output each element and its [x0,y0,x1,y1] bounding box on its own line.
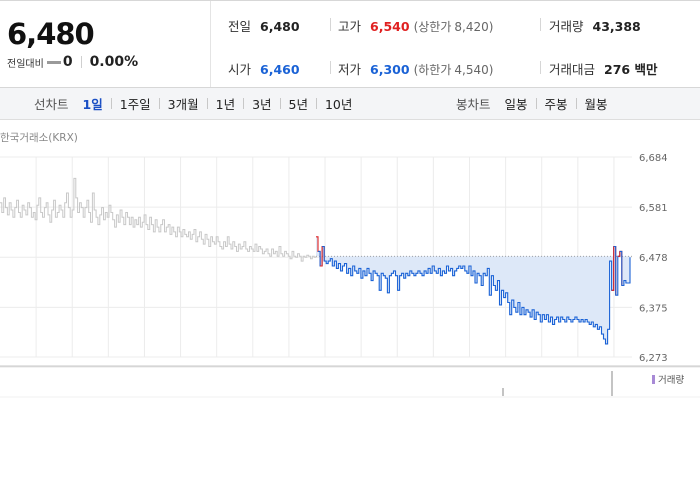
price-line-down [619,250,631,287]
volume-legend-label: 거래량 [658,375,685,386]
change-row: 전일대비 0 0.00% [7,54,138,70]
stat-label: 전일 [228,19,252,34]
tab-3y[interactable]: 3년 [252,97,272,112]
stat-label: 저가 [338,62,362,77]
previous-day-line [0,177,317,262]
stat-label: 시가 [228,62,252,77]
stat-prev-close: 전일 6,480 [228,16,300,35]
stat-low: 저가 6,300 (하한가 4,540) [338,59,493,78]
stat-volume: 거래량 43,388 [549,16,641,35]
volume-legend: 거래량 [652,372,684,386]
lower-limit-value: 4,540) [454,63,494,77]
tab-1d[interactable]: 1일 [82,97,103,112]
y-tick-label: 6,273 [639,353,668,364]
tab-1y[interactable]: 1년 [215,97,236,112]
stat-divider [540,18,541,31]
stat-value: 6,480 [260,19,300,34]
stat-open: 시가 6,460 [228,59,300,78]
change-divider [80,56,82,68]
tab-divider [206,98,208,109]
candle-chart-tabs: 봉차트 일봉 주봉 월봉 [456,88,608,119]
stat-divider [330,61,331,74]
stat-value: 6,460 [260,62,300,77]
tab-weekly[interactable]: 주봉 [544,97,568,112]
tab-divider [575,98,577,109]
chart-period-tabs: 선차트 1일 1주일 3개월 1년 3년 5년 10년 봉차트 일봉 주봉 월봉 [0,88,700,120]
tab-3m[interactable]: 3개월 [167,97,199,112]
price-lines [0,177,631,345]
y-tick-label: 6,375 [639,303,668,314]
line-chart-label: 선차트 [34,97,69,112]
y-tick-label: 6,478 [639,253,668,264]
change-label: 전일대비 [7,58,44,70]
tab-divider [110,98,112,109]
flat-change-icon [46,60,61,64]
line-chart-tabs: 선차트 1일 1주일 3개월 1년 3년 5년 10년 [34,88,352,119]
tab-monthly[interactable]: 월봉 [584,97,608,112]
tab-divider [535,98,537,109]
tab-divider [315,98,317,109]
current-price: 6,480 [7,17,95,51]
candle-chart-label: 봉차트 [456,97,491,112]
upper-limit-label: (상한가 [413,20,452,34]
tab-divider [158,98,160,109]
stat-value: 276 백만 [604,62,658,77]
y-tick-label: 6,684 [639,153,668,164]
tab-divider [279,98,281,109]
volume-legend-swatch [652,374,655,384]
change-rate: 0.00% [89,54,139,70]
below-reference-fill [316,236,630,344]
stat-divider [540,61,541,74]
stat-label: 고가 [338,19,362,34]
upper-limit-value: 8,420) [454,20,494,34]
price-line-down [322,245,615,345]
stat-label: 거래량 [549,19,584,34]
stat-divider [330,18,331,31]
stat-value: 6,300 [370,62,410,77]
stat-value: 43,388 [592,19,641,34]
exchange-label: 한국거래소(KRX) [0,132,78,144]
tab-10y[interactable]: 10년 [324,97,353,112]
tab-1w[interactable]: 1주일 [119,97,151,112]
y-axis-ticks: 6,684 6,581 6,478 6,375 6,273 [639,153,668,364]
price-panel: 6,480 전일대비 0 0.00% [0,1,211,87]
volume-area [0,365,700,398]
y-tick-label: 6,581 [639,203,668,214]
tab-divider [243,98,245,109]
quote-summary: 6,480 전일대비 0 0.00% 전일 6,480 고가 6,540 (상한… [0,0,700,88]
tab-daily[interactable]: 일봉 [504,97,528,112]
lower-limit-label: (하한가 [413,63,452,77]
change-value: 0 [62,54,73,70]
price-line-up [617,250,623,286]
stat-amount: 거래대금 276 백만 [549,59,657,78]
intraday-price-chart: 6,684 6,581 6,478 6,375 6,273 [0,153,700,398]
stat-value: 6,540 [370,19,410,34]
tab-5y[interactable]: 5년 [288,97,308,112]
stat-high: 고가 6,540 (상한가 8,420) [338,16,493,35]
stat-label: 거래대금 [549,62,596,77]
